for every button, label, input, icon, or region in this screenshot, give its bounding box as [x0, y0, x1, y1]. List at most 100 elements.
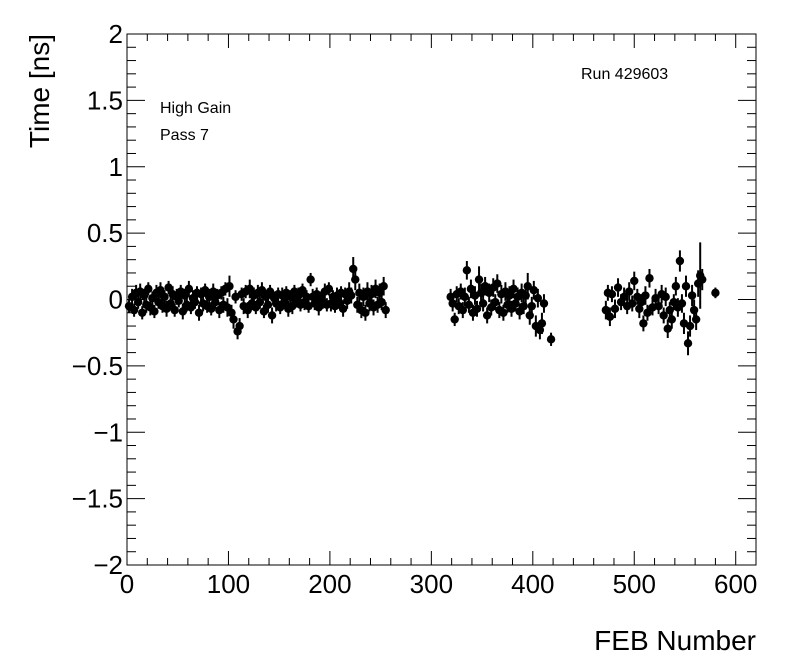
data-point	[361, 308, 370, 317]
data-point	[375, 288, 384, 298]
x-tick-labels: 0 100 200 300 400 500 600	[120, 569, 758, 599]
data-point	[259, 307, 269, 316]
data-point	[601, 305, 611, 315]
data-point	[671, 282, 681, 291]
data-point	[665, 305, 674, 315]
data-point	[639, 319, 648, 328]
data-point	[509, 284, 518, 294]
data-point	[478, 299, 488, 308]
x-tick-label: 300	[410, 569, 453, 599]
y-axis-title: Time [ns]	[24, 34, 55, 148]
x-tick-label: 400	[511, 569, 554, 599]
data-point	[511, 299, 520, 308]
data-point	[245, 284, 254, 294]
data-point	[491, 297, 500, 307]
y-tick-label: 0.5	[87, 218, 123, 248]
data-point	[546, 335, 556, 344]
data-point	[480, 282, 490, 291]
data-point	[681, 282, 691, 291]
data-point	[645, 274, 654, 283]
data-point	[267, 311, 277, 320]
data-point	[663, 324, 672, 333]
data-point	[144, 284, 153, 294]
data-point	[166, 299, 175, 308]
data-point	[211, 297, 220, 307]
data-point	[499, 308, 508, 317]
data-point	[450, 315, 459, 324]
data-point	[637, 297, 646, 307]
data-point	[140, 291, 149, 300]
data-point	[170, 305, 179, 315]
data-point	[381, 305, 390, 315]
data-point	[711, 288, 720, 298]
y-tick-label: 1	[109, 152, 123, 182]
data-point	[659, 311, 668, 320]
data-point	[624, 287, 634, 296]
data-point	[689, 305, 699, 315]
data-point	[265, 287, 275, 296]
x-tick-label: 200	[308, 569, 351, 599]
data-point	[685, 321, 695, 331]
data-point	[667, 315, 676, 324]
data-point	[377, 297, 386, 307]
data-point	[156, 286, 165, 295]
data-point	[533, 293, 543, 303]
data-point	[675, 256, 685, 266]
data-point	[243, 305, 252, 315]
data-point	[194, 308, 204, 317]
data-point	[280, 297, 289, 307]
data-point	[207, 304, 216, 313]
pass-annotation: Pass 7	[160, 127, 209, 144]
axis-ticks	[126, 33, 757, 566]
data-point	[519, 301, 528, 311]
data-point	[184, 284, 194, 294]
data-point	[349, 264, 358, 274]
data-point	[482, 311, 492, 320]
data-point	[229, 315, 238, 324]
x-tick-label: 600	[714, 569, 757, 599]
data-point	[180, 291, 190, 300]
x-tick-label: 500	[613, 569, 656, 599]
data-point	[539, 299, 549, 308]
data-point	[619, 292, 629, 302]
data-point	[464, 300, 474, 310]
data-point	[178, 307, 187, 316]
data-point	[641, 291, 650, 300]
data-point	[306, 275, 315, 284]
data-point	[235, 321, 244, 331]
y-tick-label: 2	[109, 19, 123, 49]
data-point	[200, 286, 210, 295]
data-point	[607, 289, 617, 299]
data-point	[613, 283, 623, 292]
y-tick-label: −1	[93, 417, 123, 447]
data-point	[525, 311, 534, 320]
data-point	[190, 297, 200, 307]
data-point	[472, 304, 482, 313]
data-point	[164, 283, 173, 292]
y-tick-labels: 2 1.5 1 0.5 0 −0.5 −1 −1.5 −2	[72, 19, 123, 580]
data-point	[537, 319, 547, 328]
y-tick-label: 0	[109, 285, 123, 315]
data-point	[257, 286, 267, 295]
data-point	[523, 282, 532, 291]
data-point	[529, 286, 539, 295]
data-point	[651, 293, 660, 303]
data-markers	[124, 256, 720, 348]
data-point	[493, 279, 502, 288]
data-point	[466, 284, 476, 294]
data-point	[521, 291, 530, 300]
data-point	[138, 308, 147, 317]
data-point	[460, 292, 470, 302]
data-point	[462, 266, 472, 275]
data-point	[527, 301, 536, 311]
data-point	[505, 291, 514, 300]
data-point	[174, 296, 183, 306]
data-point	[474, 275, 484, 284]
data-point	[654, 301, 663, 311]
run-annotation: Run 429603	[581, 66, 668, 83]
y-tick-label: −0.5	[72, 351, 123, 381]
data-point	[635, 304, 644, 313]
data-point	[605, 312, 615, 321]
data-point	[302, 292, 311, 302]
